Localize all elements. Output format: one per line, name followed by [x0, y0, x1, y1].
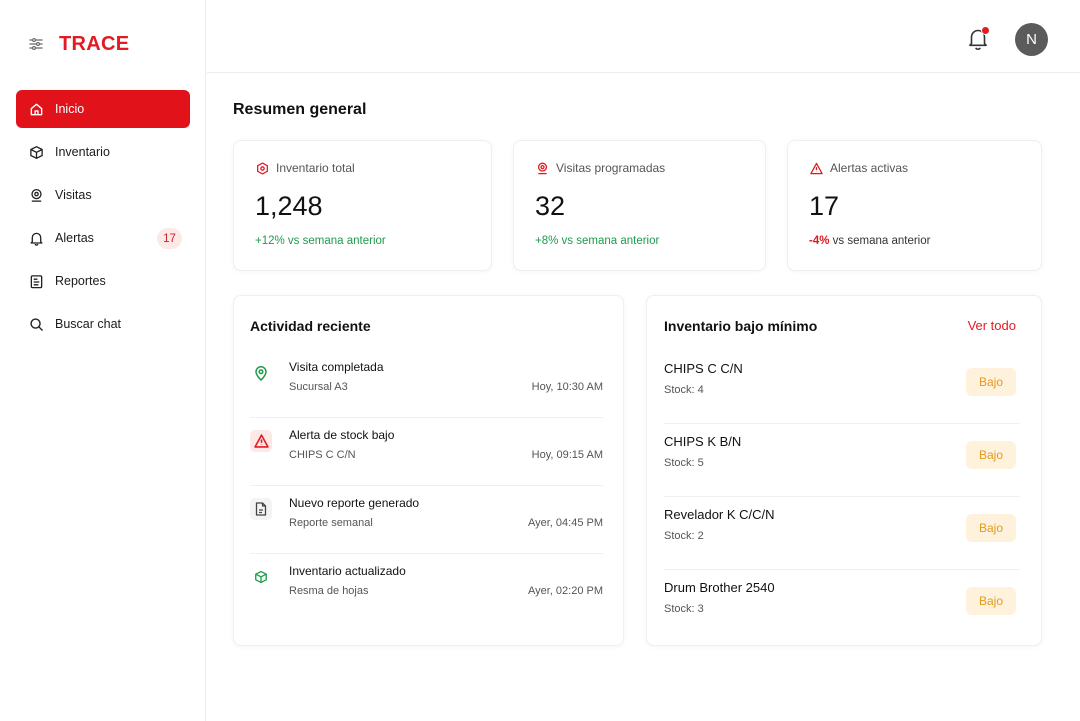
- document-icon: [250, 498, 272, 520]
- panel-title: Actividad reciente: [250, 318, 371, 334]
- visit-icon: [28, 187, 44, 203]
- app-logo[interactable]: TRACE: [59, 32, 130, 55]
- sidebar: TRACE Inicio Inventario Visitas Alertas: [0, 0, 206, 721]
- sidebar-item-inicio[interactable]: Inicio: [16, 90, 190, 128]
- sidebar-item-label: Visitas: [55, 188, 92, 202]
- sidebar-nav: Inicio Inventario Visitas Alertas 17 R: [16, 90, 190, 348]
- visit-icon: [536, 162, 549, 175]
- page-title: Resumen general: [233, 101, 367, 118]
- status-badge: Bajo: [966, 368, 1016, 396]
- stat-label: Inventario total: [276, 161, 355, 175]
- sidebar-item-label: Reportes: [55, 274, 106, 288]
- notification-dot: [981, 26, 990, 35]
- sidebar-item-buscar-chat[interactable]: Buscar chat: [16, 305, 190, 343]
- sidebar-item-label: Alertas: [55, 231, 94, 245]
- home-icon: [28, 101, 44, 117]
- stat-value: 17: [809, 191, 840, 221]
- search-icon: [28, 316, 44, 332]
- panel-title: Inventario bajo mínimo: [664, 318, 818, 334]
- alerts-count-badge: 17: [157, 228, 182, 249]
- warning-icon: [250, 430, 272, 452]
- activity-item[interactable]: Nuevo reporte generado Reporte semanal A…: [250, 486, 603, 554]
- inventory-icon: [256, 161, 269, 175]
- report-icon: [28, 273, 44, 289]
- sidebar-item-label: Buscar chat: [55, 317, 122, 331]
- avatar[interactable]: N: [1015, 23, 1048, 56]
- low-stock-item[interactable]: CHIPS C C/N Stock: 4 Bajo: [664, 351, 1020, 424]
- bell-icon: [969, 29, 987, 50]
- activity-item[interactable]: Inventario actualizado Resma de hojas Ay…: [250, 554, 603, 622]
- stat-change-text: vs semana anterior: [829, 235, 931, 247]
- box-icon: [28, 144, 44, 160]
- sidebar-item-visitas[interactable]: Visitas: [16, 176, 190, 214]
- stat-change-value: -4%: [809, 235, 830, 247]
- stat-label: Visitas programadas: [556, 161, 666, 175]
- sidebar-item-label: Inventario: [55, 145, 110, 159]
- activity-item[interactable]: Alerta de stock bajo CHIPS C C/N Hoy, 09…: [250, 418, 603, 486]
- stat-card-inventario: Inventario total 1,248 +12% vs semana an…: [233, 140, 492, 271]
- stat-card-visitas: Visitas programadas 32 +8% vs semana ant…: [513, 140, 766, 271]
- stat-value: 1,248: [255, 191, 323, 221]
- low-stock-item[interactable]: Drum Brother 2540 Stock: 3 Bajo: [664, 570, 1020, 643]
- topbar: N: [207, 0, 1080, 73]
- low-inventory-panel: Inventario bajo mínimo Ver todo CHIPS C …: [646, 295, 1042, 646]
- see-all-link[interactable]: Ver todo: [967, 318, 1016, 333]
- stat-card-alertas: Alertas activas 17 -4% vs semana anterio…: [787, 140, 1042, 271]
- stat-value: 32: [535, 191, 566, 221]
- location-pin-icon: [250, 362, 272, 384]
- sidebar-item-reportes[interactable]: Reportes: [16, 262, 190, 300]
- stat-change: +8% vs semana anterior: [535, 235, 660, 247]
- status-badge: Bajo: [966, 441, 1016, 469]
- low-stock-item[interactable]: Revelador K C/C/N Stock: 2 Bajo: [664, 497, 1020, 570]
- brand: TRACE: [28, 31, 129, 57]
- sidebar-item-alertas[interactable]: Alertas 17: [16, 219, 190, 257]
- activity-item[interactable]: Visita completada Sucursal A3 Hoy, 10:30…: [250, 350, 603, 418]
- stat-change: +12% vs semana anterior: [255, 235, 386, 247]
- status-badge: Bajo: [966, 587, 1016, 615]
- status-badge: Bajo: [966, 514, 1016, 542]
- recent-activity-panel: Actividad reciente Visita completada Suc…: [233, 295, 624, 646]
- notifications-button[interactable]: [967, 26, 990, 51]
- menu-toggle-icon[interactable]: [28, 36, 44, 52]
- stat-label: Alertas activas: [830, 161, 909, 175]
- bell-icon: [28, 230, 44, 246]
- cube-icon: [250, 566, 272, 588]
- sidebar-item-label: Inicio: [55, 102, 85, 116]
- sidebar-item-inventario[interactable]: Inventario: [16, 133, 190, 171]
- warning-icon: [810, 162, 823, 175]
- low-stock-item[interactable]: CHIPS K B/N Stock: 5 Bajo: [664, 424, 1020, 497]
